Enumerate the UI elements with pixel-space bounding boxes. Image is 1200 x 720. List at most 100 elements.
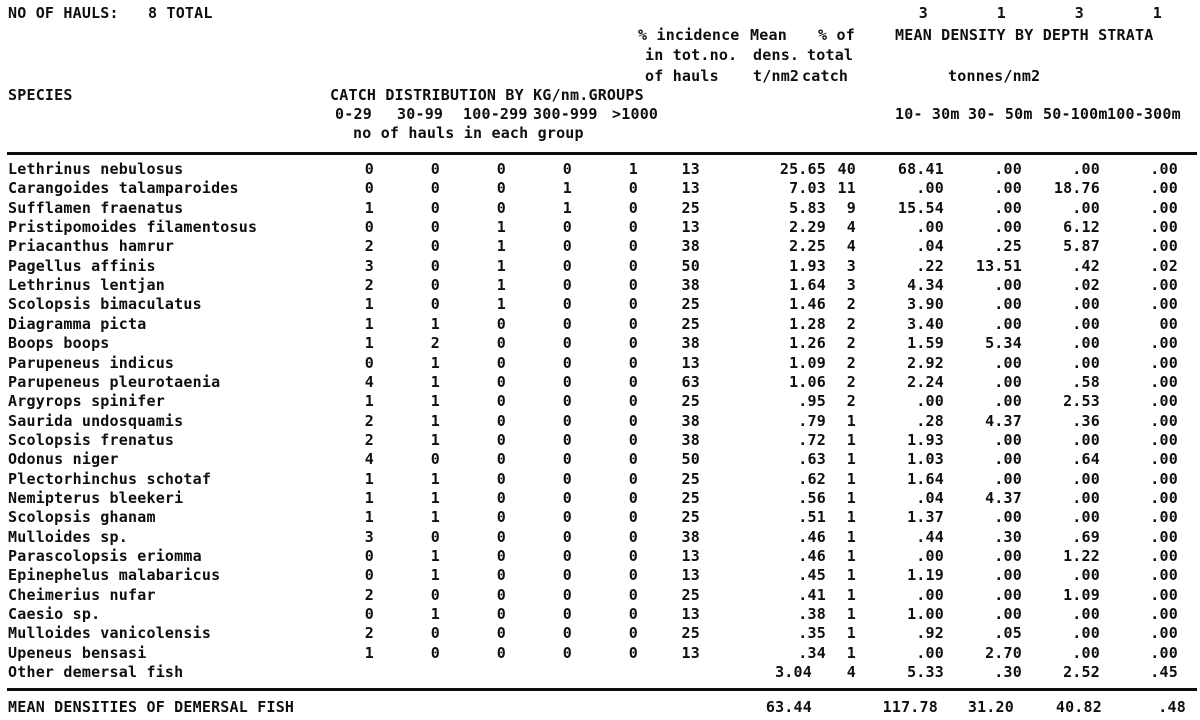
footer-mean-density: 63.44 [765,698,812,716]
value-cell: 1.22 [1063,547,1100,565]
value-cell: 3.04 [775,663,812,681]
value-cell: 2 [364,624,374,642]
value-cell: 13 [681,644,700,662]
hauls-label: NO OF HAULS: [8,4,119,22]
value-cell: 0 [628,566,638,584]
value-cell: 1 [496,218,506,236]
value-cell: .00 [916,179,944,197]
value-cell: 9 [846,199,856,217]
species-row: Parupeneus indicus 0 1 0 0 0 13 1.09 2 2.92 .00 .00… [0,356,1200,375]
species-row: Scolopsis ghanam 1 1 0 0 0 25 .51 1 1.37 .00 .00 .00 [0,510,1200,529]
value-cell: 1 [364,315,374,333]
value-cell: .00 [916,218,944,236]
value-cell: .00 [1150,237,1178,255]
value-cell: 0 [496,566,506,584]
species-row: Scolopsis bimaculatus 1 0 1 0 0 25 1.46 2 3.90 .00… [0,297,1200,316]
species-row: Parascolopsis eriomma 0 1 0 0 0 13 .46 1 .00 .00 1.… [0,549,1200,568]
value-cell: 0 [562,528,572,546]
value-cell: .00 [994,450,1022,468]
value-cell: 1 [430,605,440,623]
value-cell: 0 [562,431,572,449]
value-cell: 0 [562,547,572,565]
value-cell: 1.06 [789,373,826,391]
depth-col-header: 30- 50m [968,105,1033,123]
value-cell: .72 [798,431,826,449]
value-cell: .00 [1150,508,1178,526]
value-cell: 0 [496,412,506,430]
value-cell: 0 [364,218,374,236]
value-cell: .63 [798,450,826,468]
value-cell: 0 [628,528,638,546]
strata-haul-count: 3 [918,4,928,22]
value-cell: 0 [628,605,638,623]
value-cell: 1.93 [907,431,944,449]
value-cell: 1 [430,547,440,565]
value-cell: .00 [1150,547,1178,565]
value-cell: 0 [628,624,638,642]
value-cell: 2.24 [907,373,944,391]
value-cell: .30 [994,663,1022,681]
value-cell: 3 [846,257,856,275]
value-cell: 25 [681,392,700,410]
value-cell: .00 [994,373,1022,391]
value-cell: 0 [496,199,506,217]
value-cell: 0 [628,218,638,236]
value-cell: .00 [1150,566,1178,584]
species-name: Lethrinus nebulosus [8,160,184,178]
value-cell: 0 [628,315,638,333]
value-cell: .00 [994,392,1022,410]
value-cell: 1 [430,470,440,488]
value-cell: 0 [430,218,440,236]
group-col-header: 30-99 [397,105,444,123]
value-cell: 0 [496,354,506,372]
value-cell: 5.34 [985,334,1022,352]
value-cell: 0 [562,295,572,313]
value-cell: .58 [1072,373,1100,391]
incidence-header-line3: of hauls [645,67,719,85]
value-cell: .00 [1150,199,1178,217]
value-cell: .00 [1072,566,1100,584]
value-cell: 0 [562,354,572,372]
value-cell: 0 [628,547,638,565]
value-cell: 1 [430,373,440,391]
species-name: Plectorhinchus schotaf [8,470,212,488]
value-cell: 0 [628,276,638,294]
value-cell: .00 [1072,624,1100,642]
value-cell: 13 [681,160,700,178]
depth-col-header: 50-100m [1043,105,1108,123]
value-cell: 0 [430,237,440,255]
value-cell: 0 [496,644,506,662]
value-cell: .00 [994,160,1022,178]
value-cell: 2 [364,431,374,449]
value-cell: 1 [364,470,374,488]
value-cell: 0 [364,566,374,584]
value-cell: 13 [681,218,700,236]
value-cell: 0 [496,392,506,410]
value-cell: .00 [1072,160,1100,178]
pct-header-line2: total [807,46,854,64]
species-row: Diagramma picta 1 1 0 0 0 25 1.28 2 3.40.00.00 00 [0,317,1200,336]
hauls-value: 8 TOTAL [148,4,213,22]
value-cell: 1 [846,508,856,526]
species-name: Lethrinus lentjan [8,276,165,294]
value-cell: .05 [994,624,1022,642]
value-cell: 11 [837,179,856,197]
value-cell: .00 [1150,489,1178,507]
value-cell: 00 [1159,315,1178,333]
value-cell: 4.34 [907,276,944,294]
value-cell: 13.51 [975,257,1022,275]
value-cell: .00 [1072,315,1100,333]
value-cell: 0 [628,237,638,255]
species-row: Boops boops 1 2 0 0 0 38 1.26 2 1.59 5.34 .00 .00 [0,336,1200,355]
species-name: Sufflamen fraenatus [8,199,184,217]
value-cell: 3 [846,276,856,294]
value-cell: .45 [798,566,826,584]
catch-distribution-title: CATCH DISTRIBUTION BY KG/nm.GROUPS [330,86,644,104]
species-row: Parupeneus pleurotaenia 4 1 0 0 0 63 1.06 2 2.24.… [0,375,1200,394]
value-cell: .00 [1150,354,1178,372]
value-cell: 4 [846,237,856,255]
value-cell: .00 [1072,334,1100,352]
value-cell: 2 [846,315,856,333]
value-cell: .00 [1150,392,1178,410]
value-cell: 15.54 [897,199,944,217]
